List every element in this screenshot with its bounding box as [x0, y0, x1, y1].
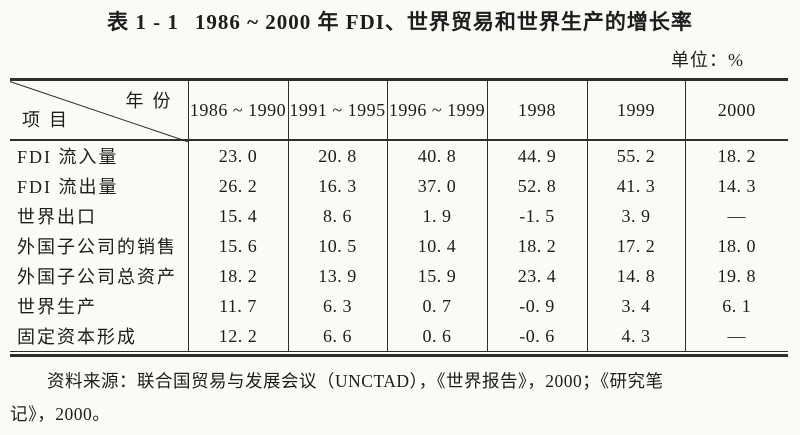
data-cell: 3. 9: [586, 201, 685, 231]
table-row: 固定资本形成 12. 2 6. 6 0. 6 -0. 6 4. 3—: [10, 321, 788, 352]
row-label: FDI 流入量: [17, 147, 119, 167]
column-header: 1986 ~ 1990: [187, 79, 288, 141]
data-cell: 3. 4: [586, 291, 685, 321]
data-cell: —: [684, 201, 788, 231]
data-table: 年份 项目 1986 ~ 1990 1991 ~ 1995 1996 ~ 1999 1…: [9, 78, 788, 352]
data-cell: 16. 3: [287, 171, 387, 201]
data-cell: 18. 0: [684, 231, 788, 261]
row-label: 世界出口: [17, 207, 97, 227]
table-row: 外国子公司总资产 18. 2 13. 9 15. 9 23. 4 14. 8 19. 8: [10, 261, 788, 291]
row-label: 固定资本形成: [17, 327, 137, 347]
data-cell: 19. 8: [684, 261, 788, 291]
corner-label-item: 项目: [22, 110, 76, 130]
source-note: 资料来源：联合国贸易与发展会议（UNCTAD），《世界报告》，2000；《研究笔…: [10, 365, 790, 431]
data-cell: 15. 4: [187, 201, 288, 231]
row-label: FDI 流出量: [17, 177, 119, 197]
data-cell: 52. 8: [486, 171, 587, 201]
data-cell: 13. 9: [287, 261, 387, 291]
data-cell: 11. 7: [187, 291, 288, 321]
data-cell: -0. 9: [486, 291, 587, 321]
header-row: 年份 项目 1986 ~ 1990 1991 ~ 1995 1996 ~ 1999 1…: [9, 79, 788, 143]
source-note-line-1: 资料来源：联合国贸易与发展会议（UNCTAD），《世界报告》，2000；《研究笔: [47, 371, 664, 391]
column-header: 1999: [586, 79, 685, 141]
data-cell: 10. 4: [386, 231, 487, 261]
row-label: 世界生产: [17, 297, 97, 317]
growth-rate-table: 年份 项目 1986 ~ 1990 1991 ~ 1995 1996 ~ 1999 1…: [9, 78, 788, 357]
data-cell: 40. 8: [386, 140, 487, 171]
table-title-text: 1986 ~ 2000 年 FDI、世界贸易和世界生产的增长率: [194, 10, 693, 34]
unit-label: 单位：%: [671, 50, 744, 70]
data-cell: 26. 2: [187, 171, 288, 201]
page-title: 表 1 - 1 1986 ~ 2000 年 FDI、世界贸易和世界生产的增长率: [0, 6, 800, 36]
data-cell: 6. 3: [287, 291, 387, 321]
data-cell: 0. 6: [386, 321, 487, 352]
data-cell: 17. 2: [586, 231, 685, 261]
data-cell: 1. 9: [386, 201, 487, 231]
data-cell: 20. 8: [287, 140, 387, 171]
data-cell: 41. 3: [586, 171, 685, 201]
data-cell: 14. 3: [684, 171, 788, 201]
data-cell: 10. 5: [287, 231, 387, 261]
data-cell: 15. 6: [187, 231, 288, 261]
column-header: 2000: [684, 79, 788, 141]
data-cell: -1. 5: [486, 201, 587, 231]
source-note-line-2: 记》，2000。: [10, 404, 111, 424]
data-cell: —: [684, 321, 788, 352]
data-cell: 18. 2: [486, 231, 587, 261]
data-cell: 14. 8: [586, 261, 685, 291]
data-cell: 8. 6: [287, 201, 387, 231]
data-cell: 6. 1: [684, 291, 788, 321]
data-cell: 18. 2: [187, 261, 288, 291]
data-cell: 23. 4: [486, 261, 587, 291]
data-cell: 12. 2: [187, 321, 288, 352]
table-row: FDI 流入量 23. 0 20. 8 40. 8 44. 9 55. 2 18. 2: [10, 140, 788, 171]
table-row: FDI 流出量 26. 2 16. 3 37. 0 52. 8 41. 3 14. 3: [10, 171, 788, 201]
row-label: 外国子公司的销售: [17, 237, 177, 257]
data-cell: 18. 2: [684, 140, 788, 171]
corner-label-year: 年份: [125, 91, 180, 111]
data-cell: 0. 7: [386, 291, 487, 321]
data-cell: 44. 9: [486, 140, 587, 171]
data-cell: 4. 3: [586, 321, 685, 352]
table-row: 世界出口 15. 4 8. 6 1. 9 -1. 5 3. 9—: [10, 201, 788, 231]
column-header: 1996 ~ 1999: [386, 79, 487, 141]
data-cell: 37. 0: [386, 171, 487, 201]
data-cell: 55. 2: [586, 140, 685, 171]
data-cell: 23. 0: [187, 140, 288, 171]
data-cell: -0. 6: [486, 321, 587, 352]
column-header: 1998: [486, 79, 587, 141]
row-label: 外国子公司总资产: [17, 267, 177, 287]
corner-cell: 年份 项目: [9, 79, 189, 143]
table-number: 表 1 - 1: [107, 10, 179, 34]
data-cell: 15. 9: [386, 261, 487, 291]
table-row: 世界生产 11. 7 6. 3 0. 7 -0. 9 3. 4 6. 1: [10, 291, 788, 321]
data-cell: 6. 6: [287, 321, 387, 352]
column-header: 1991 ~ 1995: [287, 79, 387, 141]
table-row: 外国子公司的销售 15. 6 10. 5 10. 4 18. 2 17. 2 18. 0: [10, 231, 788, 261]
